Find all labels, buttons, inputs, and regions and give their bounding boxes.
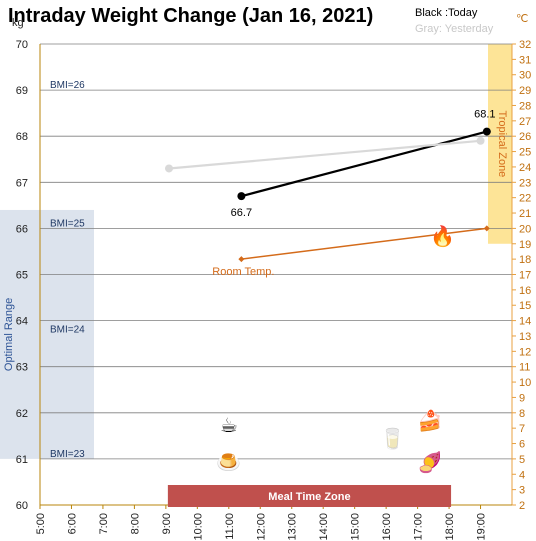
- y-right-tick-label: 24: [519, 162, 531, 174]
- meal-time-zone-bar: [167, 485, 452, 507]
- y-right-tick-label: 26: [519, 131, 531, 143]
- optimal-range-band: [0, 209, 94, 459]
- x-tick-label: 18:00: [444, 513, 456, 541]
- x-tick-label: 19:00: [476, 513, 488, 541]
- y-tick-label: 61: [16, 454, 28, 466]
- optimal-range-label: Optimal Range: [3, 298, 15, 371]
- y-right-tick-label: 2: [519, 500, 525, 512]
- y-tick-label: 60: [16, 500, 28, 512]
- y-right-tick-label: 29: [519, 85, 531, 97]
- y-right-tick-label: 13: [519, 331, 531, 343]
- y-right-tick-label: 5: [519, 454, 525, 466]
- y-tick-label: 70: [16, 39, 28, 51]
- y-right-tick-label: 22: [519, 193, 531, 205]
- x-tick-label: 10:00: [192, 513, 204, 541]
- y-right-tick-label: 10: [519, 377, 531, 389]
- data-label: 66.7: [231, 207, 252, 219]
- x-tick-label: 11:00: [224, 513, 236, 540]
- tropical-zone-label: Tropical Zone: [496, 110, 508, 177]
- y-right-tick-label: 8: [519, 408, 525, 420]
- water-glass-icon: 🥛: [380, 427, 405, 451]
- x-tick-label: 17:00: [413, 513, 425, 541]
- x-tick-label: 16:00: [381, 513, 393, 541]
- x-tick-label: 6:00: [66, 513, 78, 534]
- pudding-icon: 🍮: [216, 452, 241, 474]
- y-right-tick-label: 16: [519, 285, 531, 297]
- yesterday-line: [168, 139, 481, 170]
- today-line: [241, 130, 488, 198]
- meal-time-zone-label: Meal Time Zone: [268, 491, 350, 503]
- cheesecake-icon: 🍰: [418, 408, 443, 432]
- x-tick-label: 9:00: [161, 513, 173, 534]
- y-right-tick-label: 31: [519, 54, 531, 66]
- x-tick-label: 8:00: [129, 513, 141, 534]
- data-point: [482, 127, 491, 136]
- y-right-tick-label: 19: [519, 239, 531, 251]
- y-tick-label: 63: [16, 362, 28, 374]
- y-right-tick-label: 14: [519, 316, 531, 328]
- y-right-tick-label: 28: [519, 100, 531, 112]
- y-unit-right: ℃: [516, 13, 528, 25]
- y-right-tick-label: 23: [519, 177, 531, 189]
- x-tick-label: 13:00: [287, 513, 299, 541]
- y-tick-label: 69: [16, 85, 28, 97]
- data-point: [165, 164, 174, 173]
- y-right-tick-label: 27: [519, 116, 531, 128]
- legend-today: Black :Today: [415, 7, 478, 19]
- y-right-tick-label: 11: [519, 362, 530, 374]
- fireplace-icon: 🔥: [430, 224, 455, 248]
- chart-title: Intraday Weight Change (Jan 16, 2021): [8, 5, 373, 27]
- data-point: [237, 192, 246, 201]
- y-right-tick-label: 21: [519, 208, 531, 220]
- y-right-tick-label: 9: [519, 392, 525, 404]
- y-unit-left: kg: [12, 17, 24, 29]
- series-label: Room Temp.: [212, 266, 274, 278]
- y-right-tick-label: 18: [519, 254, 531, 266]
- y-tick-label: 66: [16, 223, 28, 235]
- y-tick-label: 68: [16, 131, 28, 143]
- sweet-potato-icon: 🍠: [418, 450, 443, 474]
- y-right-tick-label: 20: [519, 223, 531, 235]
- bmi-label: BMI=23: [50, 449, 85, 460]
- room-temp-point: [238, 256, 245, 263]
- y-right-tick-label: 25: [519, 147, 531, 159]
- y-right-tick-label: 3: [519, 485, 525, 497]
- y-right-tick-label: 6: [519, 439, 525, 451]
- y-tick-label: 65: [16, 270, 28, 282]
- bmi-label: BMI=26: [50, 80, 85, 91]
- y-tick-label: 64: [16, 316, 28, 328]
- tropical-zone-band: [488, 44, 512, 244]
- coffee-icon: ☕: [220, 415, 238, 437]
- x-tick-label: 5:00: [35, 513, 47, 534]
- room-temp-line: [241, 227, 487, 260]
- x-tick-label: 7:00: [98, 513, 110, 534]
- y-right-tick-label: 15: [519, 300, 531, 312]
- y-right-tick-label: 30: [519, 70, 531, 82]
- y-right-tick-label: 17: [519, 270, 531, 282]
- data-label: 68.1: [474, 109, 495, 121]
- y-right-tick-label: 12: [519, 346, 531, 358]
- bmi-label: BMI=25: [50, 218, 85, 229]
- bmi-label: BMI=24: [50, 324, 85, 335]
- x-tick-label: 12:00: [255, 513, 267, 541]
- data-point: [476, 136, 485, 145]
- room-temp-point: [483, 225, 490, 232]
- y-right-tick-label: 7: [519, 423, 525, 435]
- x-tick-label: 14:00: [318, 513, 330, 541]
- plot-area: 6061626364656667686970234567891011121314…: [0, 39, 531, 541]
- y-tick-label: 62: [16, 408, 28, 420]
- y-right-tick-label: 32: [519, 39, 531, 51]
- x-tick-label: 15:00: [350, 513, 362, 541]
- y-tick-label: 67: [16, 177, 28, 189]
- y-right-tick-label: 4: [519, 469, 525, 481]
- legend-yesterday: Gray: Yesterday: [415, 23, 494, 35]
